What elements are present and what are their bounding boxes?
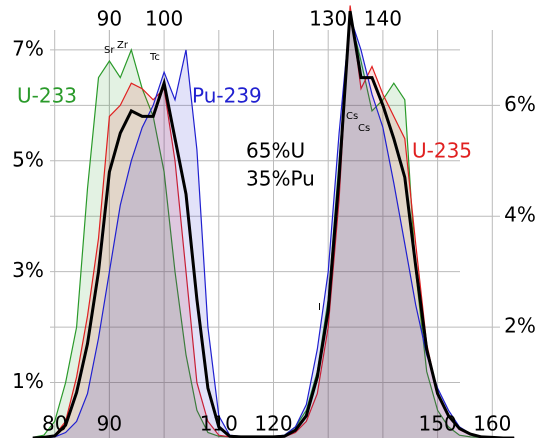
x-tick-label-top: 100 — [145, 7, 183, 31]
y-tick-label: 1% — [12, 369, 44, 393]
element-label: Zr — [117, 40, 129, 51]
y2-tick-label: 4% — [504, 203, 536, 227]
series-label: 35%Pu — [246, 167, 315, 191]
series-label: U-235 — [412, 139, 472, 163]
x-tick-label-top: 130 — [309, 7, 347, 31]
element-label: Sr — [104, 45, 115, 56]
series-label: Pu-239 — [192, 84, 262, 108]
x-tick-label: 80 — [42, 412, 67, 436]
y2-tick-label: 2% — [504, 314, 536, 338]
x-tick-label: 90 — [97, 412, 122, 436]
series-label: 65%U — [246, 139, 305, 163]
element-label: Cs — [358, 123, 370, 134]
area — [32, 16, 515, 438]
x-tick-label: 150 — [419, 412, 457, 436]
line — [32, 10, 515, 438]
series-label: U-233 — [17, 84, 77, 108]
element-label: Tc — [149, 52, 160, 63]
y-tick-label: 7% — [12, 36, 44, 60]
y2-tick-label: 6% — [504, 92, 536, 116]
x-tick-label-top: 90 — [97, 7, 122, 31]
element-label: Cs — [346, 111, 358, 122]
element-label: I — [318, 302, 321, 313]
y-tick-label: 3% — [12, 258, 44, 282]
x-tick-label-top: 140 — [364, 7, 402, 31]
x-tick-label: 160 — [473, 412, 511, 436]
x-tick-label: 120 — [254, 412, 292, 436]
area — [32, 16, 515, 438]
x-tick-label: 110 — [200, 412, 238, 436]
y-tick-label: 5% — [12, 147, 44, 171]
